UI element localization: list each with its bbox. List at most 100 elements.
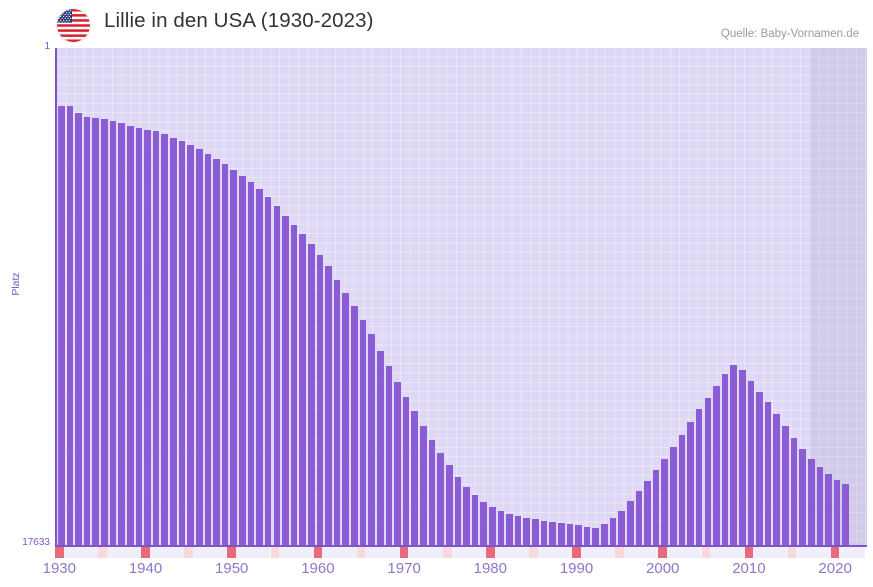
bar-1987[interactable] [549,522,556,545]
tick-1972 [417,547,426,558]
bar-1973[interactable] [428,440,436,545]
bar-1989[interactable] [566,524,574,545]
bar-2012[interactable] [764,402,772,545]
bar-1962[interactable] [333,280,341,545]
bar-1954[interactable] [264,197,272,545]
bar-1992[interactable] [592,528,600,545]
bar-2003[interactable] [687,422,694,545]
bar-1934[interactable] [92,118,100,545]
bar-1932[interactable] [75,113,82,545]
bar-2002[interactable] [678,435,686,545]
tick-major-1940 [141,547,150,558]
bar-1935[interactable] [101,119,108,545]
bar-2006[interactable] [713,386,720,545]
bar-2009[interactable] [738,370,746,545]
bar-1978[interactable] [471,495,479,545]
bar-1965[interactable] [359,320,367,545]
bar-1993[interactable] [601,524,608,545]
bar-1985[interactable] [532,519,539,545]
bar-2016[interactable] [799,449,806,545]
bar-1937[interactable] [118,123,125,545]
tick-1931 [63,547,73,558]
bar-1944[interactable] [178,141,186,545]
bar-1969[interactable] [394,382,401,545]
bar-1936[interactable] [109,121,117,545]
bar-1982[interactable] [506,514,513,545]
bar-1984[interactable] [523,518,531,545]
bar-1950[interactable] [230,170,237,545]
bar-2007[interactable] [721,374,729,545]
bar-1995[interactable] [618,511,625,545]
bar-1966[interactable] [368,334,375,545]
bar-1949[interactable] [221,164,229,545]
bar-1998[interactable] [644,481,651,545]
bar-1976[interactable] [454,477,462,545]
x-tick-label-2000: 2000 [646,560,680,577]
bar-1956[interactable] [282,216,289,545]
tick-1991 [580,547,590,558]
bar-1980[interactable] [489,507,496,545]
bar-1933[interactable] [83,117,91,545]
tick-1942 [158,547,168,558]
bar-1979[interactable] [480,502,487,545]
bar-2014[interactable] [782,426,789,545]
bar-1986[interactable] [540,521,548,545]
tick-1945 [184,547,193,558]
bar-2021[interactable] [842,484,850,545]
bar-2010[interactable] [747,381,755,545]
bar-1988[interactable] [557,523,565,545]
bar-2008[interactable] [730,365,737,545]
bar-1999[interactable] [652,470,660,545]
bar-1991[interactable] [583,527,591,545]
bar-1963[interactable] [342,293,350,545]
bar-1941[interactable] [152,131,160,545]
bar-2018[interactable] [816,467,824,545]
bar-1960[interactable] [316,255,324,545]
tick-1964 [348,547,357,558]
bar-1945[interactable] [187,145,194,545]
bar-1981[interactable] [497,511,505,545]
bar-1994[interactable] [609,518,617,545]
bar-2020[interactable] [833,480,841,545]
bar-1943[interactable] [170,138,177,545]
bar-1951[interactable] [239,176,246,545]
bar-1947[interactable] [204,154,212,545]
bar-2015[interactable] [790,438,798,545]
bar-1931[interactable] [66,106,74,545]
bar-1938[interactable] [126,126,134,545]
bar-1964[interactable] [351,306,358,545]
bar-2011[interactable] [756,392,763,545]
bar-2004[interactable] [695,409,703,545]
bar-1958[interactable] [299,234,306,545]
bar-1974[interactable] [437,453,444,545]
bar-1961[interactable] [325,266,332,545]
bar-2019[interactable] [825,474,832,545]
bar-2013[interactable] [773,414,781,545]
bar-1939[interactable] [135,128,143,545]
bar-1967[interactable] [376,351,384,545]
bar-1957[interactable] [290,225,298,545]
bar-1953[interactable] [256,189,263,545]
bar-1975[interactable] [445,465,453,545]
bar-1970[interactable] [402,397,410,545]
bar-1983[interactable] [514,516,522,545]
bar-1955[interactable] [273,206,281,545]
bar-2005[interactable] [704,398,712,545]
bar-2017[interactable] [807,459,815,545]
bar-1971[interactable] [411,411,419,545]
bar-1946[interactable] [195,149,203,545]
bar-1959[interactable] [307,244,315,545]
bar-1968[interactable] [385,366,393,545]
bar-1948[interactable] [213,159,220,545]
bar-1972[interactable] [420,426,427,545]
bar-1930[interactable] [58,106,65,545]
bar-1996[interactable] [626,501,634,545]
bar-1997[interactable] [635,491,643,545]
bar-1952[interactable] [247,182,255,545]
bar-1990[interactable] [575,525,582,545]
bar-2000[interactable] [661,459,668,545]
bar-1942[interactable] [161,134,169,545]
bar-2001[interactable] [670,447,677,545]
bar-1977[interactable] [463,487,470,545]
bar-1940[interactable] [144,130,151,545]
